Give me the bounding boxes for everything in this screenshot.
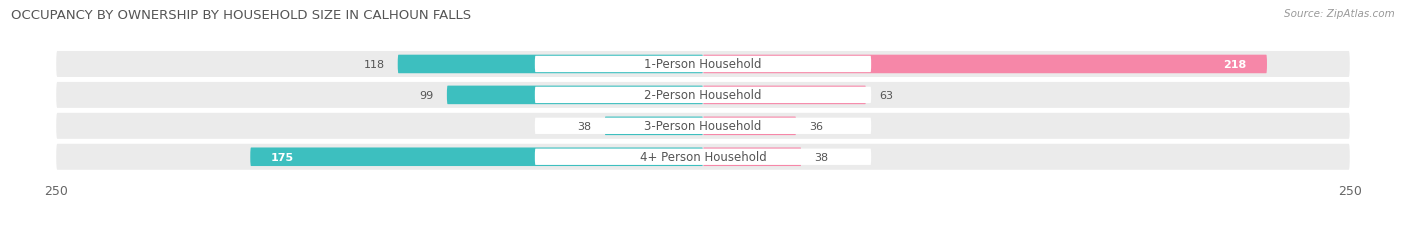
Text: 36: 36 [808, 121, 823, 131]
FancyBboxPatch shape [56, 144, 1350, 170]
Text: 1-Person Household: 1-Person Household [644, 58, 762, 71]
FancyBboxPatch shape [703, 117, 796, 136]
Text: 175: 175 [271, 152, 294, 162]
FancyBboxPatch shape [703, 86, 866, 105]
Text: Source: ZipAtlas.com: Source: ZipAtlas.com [1284, 9, 1395, 19]
Text: 38: 38 [814, 152, 828, 162]
Text: 118: 118 [364, 60, 385, 70]
Text: 38: 38 [578, 121, 592, 131]
FancyBboxPatch shape [534, 57, 872, 73]
FancyBboxPatch shape [250, 148, 703, 166]
FancyBboxPatch shape [703, 148, 801, 166]
Text: OCCUPANCY BY OWNERSHIP BY HOUSEHOLD SIZE IN CALHOUN FALLS: OCCUPANCY BY OWNERSHIP BY HOUSEHOLD SIZE… [11, 9, 471, 22]
FancyBboxPatch shape [703, 55, 1267, 74]
FancyBboxPatch shape [534, 118, 872, 134]
FancyBboxPatch shape [56, 82, 1350, 108]
Text: 218: 218 [1223, 60, 1246, 70]
FancyBboxPatch shape [534, 87, 872, 104]
FancyBboxPatch shape [56, 52, 1350, 78]
Text: 99: 99 [420, 91, 434, 100]
FancyBboxPatch shape [447, 86, 703, 105]
FancyBboxPatch shape [398, 55, 703, 74]
FancyBboxPatch shape [605, 117, 703, 136]
FancyBboxPatch shape [56, 113, 1350, 139]
Text: 2-Person Household: 2-Person Household [644, 89, 762, 102]
FancyBboxPatch shape [534, 149, 872, 165]
Text: 4+ Person Household: 4+ Person Household [640, 151, 766, 164]
Text: 3-Person Household: 3-Person Household [644, 120, 762, 133]
Text: 63: 63 [879, 91, 893, 100]
